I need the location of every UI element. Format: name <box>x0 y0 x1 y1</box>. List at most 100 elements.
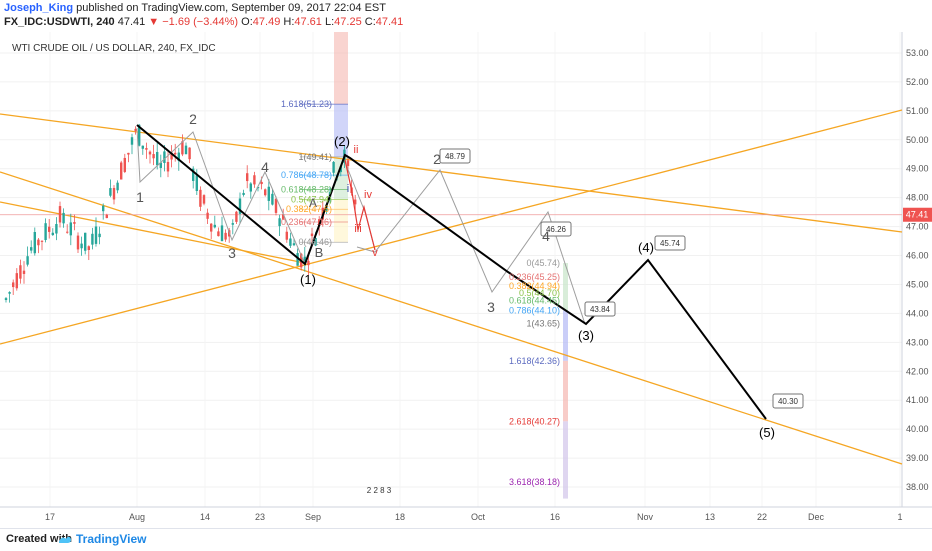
candle-body <box>224 232 227 240</box>
target-value: 40.30 <box>778 397 799 406</box>
footer: Created with TradingView <box>0 528 932 551</box>
fib-band-r3 <box>563 360 568 422</box>
candle-body <box>116 182 119 191</box>
wave-annotation: 2 <box>433 151 441 167</box>
candle-body <box>109 188 112 196</box>
target-value: 43.84 <box>590 305 611 314</box>
candle-body <box>91 233 94 245</box>
wave-annotation: 4 <box>542 228 550 244</box>
wave-annotation: 3 <box>228 245 236 261</box>
y-tick-label: 42.00 <box>906 366 929 376</box>
fib-right-label: 0.382(44.94) <box>509 281 560 291</box>
y-tick-label: 46.00 <box>906 251 929 261</box>
candle-body <box>332 161 335 173</box>
wave-annotation: B <box>315 245 324 260</box>
fib-left-label: 0.786(48.78) <box>281 170 332 180</box>
candle-body <box>98 233 101 238</box>
candle-body <box>40 240 44 242</box>
wave-annotation: 2 <box>189 111 197 127</box>
candle-body <box>76 235 80 250</box>
wave-annotation: 1 <box>136 189 144 205</box>
footer-brand[interactable]: TradingView <box>76 532 147 546</box>
symbol-info-line: FX_IDC:USDWTI, 240 47.41 ▼ −1.69 (−3.44%… <box>4 16 403 28</box>
candle-body <box>202 195 206 204</box>
symbol-name: FX_IDC:USDWTI, 240 <box>4 16 115 28</box>
candle-body <box>242 192 245 195</box>
y-tick-label: 38.00 <box>906 482 929 492</box>
fib-labels: 1.618(51.23) 1(49.41) 0.786(48.78) 0.618(48… <box>281 99 560 487</box>
candle-body <box>120 162 123 180</box>
y-tick-label: 41.00 <box>906 395 929 405</box>
publish-info: Joseph_King published on TradingView.com… <box>4 2 386 14</box>
x-tick-label: Sep <box>305 512 321 522</box>
candle-body <box>188 147 191 160</box>
candle-body <box>148 151 152 155</box>
candle-body <box>44 223 47 241</box>
last-price: 47.41 <box>117 16 146 28</box>
candle-body <box>260 181 263 185</box>
author-link[interactable]: Joseph_King <box>4 2 74 14</box>
target-value: 45.74 <box>660 239 681 248</box>
candle-body <box>138 124 141 146</box>
fib-band-low <box>334 199 348 243</box>
chart-grid <box>0 32 902 507</box>
trendline <box>0 109 903 345</box>
candle-body <box>274 198 278 213</box>
close-value: 47.41 <box>375 16 404 28</box>
candle-body <box>4 298 8 300</box>
candle-body <box>217 231 220 237</box>
fib-band-r1 <box>563 263 568 311</box>
trendlines <box>0 109 903 465</box>
y-tick-label: 43.00 <box>906 337 929 347</box>
fib-right-label: 2.618(40.27) <box>509 416 560 426</box>
target-boxes: 48.79 46.26 43.84 45.74 40.30 <box>439 148 804 409</box>
candle-body <box>235 211 238 222</box>
candle-body <box>123 157 126 172</box>
candle-body <box>69 222 72 236</box>
x-tick-label: Nov <box>637 512 654 522</box>
fib-left-label: 1.618(51.23) <box>281 99 332 109</box>
candle-body <box>12 282 15 288</box>
candle-body <box>134 128 137 131</box>
candle-body <box>8 292 11 294</box>
fib-band-r4 <box>563 421 568 499</box>
candle-body <box>346 160 350 167</box>
candle-body <box>199 189 202 207</box>
candle-body <box>141 145 144 149</box>
fib-right-label: 1.618(42.36) <box>509 356 560 366</box>
candle-body <box>246 173 249 182</box>
candle-body <box>253 175 256 185</box>
candle-body <box>285 231 288 240</box>
candle-body <box>84 232 87 251</box>
close-label: C: <box>364 16 376 28</box>
wave-annotation: 3 <box>487 299 495 315</box>
elliott-wave-lines <box>136 124 767 420</box>
candle-body <box>267 186 270 201</box>
candle-body <box>62 212 65 224</box>
projection-line <box>136 127 306 265</box>
y-tick-label: 44.00 <box>906 308 929 318</box>
fib-left-label: 0.236(47.16) <box>281 217 332 227</box>
x-tick-label: Aug <box>129 512 145 522</box>
candle-body <box>231 223 234 225</box>
y-tick-label: 49.00 <box>906 164 929 174</box>
x-tick-label: 13 <box>705 512 715 522</box>
candle-body <box>289 238 292 246</box>
fib-band-top <box>334 32 348 105</box>
trendline <box>0 201 301 263</box>
candle-body <box>30 247 33 251</box>
target-box <box>772 393 804 409</box>
target-box <box>439 148 471 164</box>
candle-body <box>163 151 166 163</box>
fib-right-label: 3.618(38.18) <box>509 477 560 487</box>
candle-body <box>220 225 224 242</box>
chart-title: WTI CRUDE OIL / US DOLLAR, 240, FX_IDC <box>12 43 216 54</box>
y-tick-label: 52.00 <box>906 77 929 87</box>
candle-body <box>73 222 76 224</box>
price-chart[interactable]: 53.00 52.00 51.00 50.00 49.00 48.00 47.00 46.00… <box>0 32 932 528</box>
wave-label-main: (4) <box>638 240 654 255</box>
fib-right-label: 1(43.65) <box>526 319 560 329</box>
y-tick-label: 51.00 <box>906 106 929 116</box>
candle-body <box>238 198 242 214</box>
elliott-main-wave <box>136 124 767 420</box>
